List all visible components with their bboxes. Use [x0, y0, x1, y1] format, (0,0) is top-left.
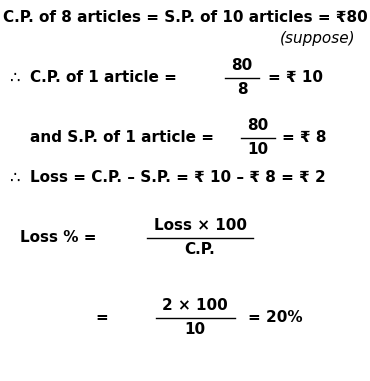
Text: 10: 10 — [184, 322, 206, 338]
Text: ∴: ∴ — [10, 169, 21, 187]
Text: C.P.: C.P. — [185, 242, 215, 258]
Text: C.P. of 1 article =: C.P. of 1 article = — [30, 70, 177, 85]
Text: = ₹ 8: = ₹ 8 — [282, 131, 326, 146]
Text: (suppose): (suppose) — [279, 30, 355, 45]
Text: Loss = C.P. – S.P. = ₹ 10 – ₹ 8 = ₹ 2: Loss = C.P. – S.P. = ₹ 10 – ₹ 8 = ₹ 2 — [30, 171, 326, 186]
Text: 10: 10 — [248, 142, 269, 157]
Text: Loss % =: Loss % = — [20, 231, 97, 245]
Text: 8: 8 — [237, 83, 247, 98]
Text: =: = — [95, 311, 108, 325]
Text: 2 × 100: 2 × 100 — [162, 298, 228, 314]
Text: = ₹ 10: = ₹ 10 — [268, 70, 323, 85]
Text: 80: 80 — [248, 118, 269, 133]
Text: Loss × 100: Loss × 100 — [154, 218, 246, 234]
Text: C.P. of 8 articles = S.P. of 10 articles = ₹80: C.P. of 8 articles = S.P. of 10 articles… — [3, 11, 367, 26]
Text: = 20%: = 20% — [248, 311, 303, 325]
Text: 80: 80 — [231, 59, 253, 74]
Text: ∴: ∴ — [10, 69, 21, 87]
Text: and S.P. of 1 article =: and S.P. of 1 article = — [30, 131, 214, 146]
